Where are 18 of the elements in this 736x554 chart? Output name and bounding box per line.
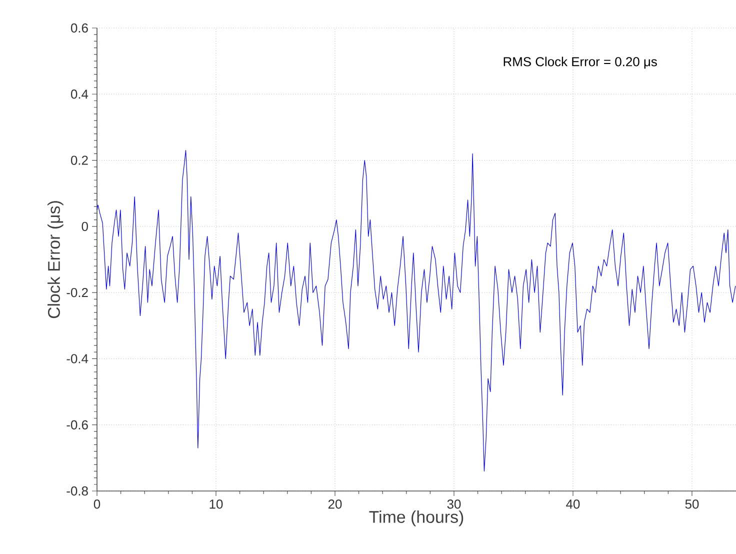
x-tick-label: 10 <box>210 500 223 509</box>
line-series <box>96 150 736 472</box>
y-tick-label: -0.8 <box>66 486 88 496</box>
y-tick-label: -0.6 <box>66 420 88 430</box>
y-tick-label: -0.2 <box>66 288 88 298</box>
y-tick-label: 0 <box>82 222 88 232</box>
x-tick-label: 20 <box>328 500 342 509</box>
y-tick-label: 0.2 <box>70 156 88 165</box>
x-tick-label: 50 <box>685 500 699 509</box>
y-tick-label: 0.6 <box>70 23 88 33</box>
y-tick-label: 0.4 <box>70 90 88 99</box>
y-axis-title: Clock Error (μs) <box>48 201 64 318</box>
x-tick-label: 30 <box>447 500 461 509</box>
y-tick-label: -0.4 <box>66 354 88 364</box>
x-tick-label: 40 <box>566 500 580 509</box>
x-axis-title: Time (hours) <box>369 510 464 526</box>
x-tick-label: 0 <box>94 500 100 509</box>
annotation: RMS Clock Error = 0.20 μs <box>504 56 657 69</box>
